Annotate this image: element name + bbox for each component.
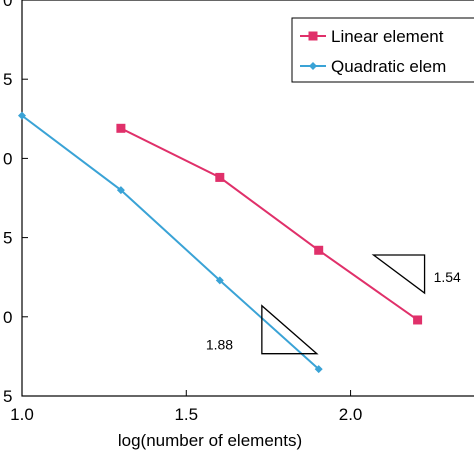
x-axis-label: log(number of elements) (118, 431, 302, 450)
linear-data-point (413, 315, 423, 325)
legend-label-quadratic: Quadratic elem (331, 57, 446, 76)
linear-data-point (116, 123, 126, 133)
quadratic-data-point (116, 186, 125, 195)
linear-series-line (120, 127, 419, 321)
legend-label-linear: Linear element (331, 27, 444, 46)
slope-triangle-quadratic (261, 304, 319, 355)
y-tick-label: 5 (3, 387, 12, 406)
plot-frame (21, 0, 474, 397)
linear-data-point (314, 245, 324, 255)
slope-label-linear: 1.54 (434, 269, 461, 285)
slope-triangle-linear (371, 254, 426, 295)
x-tick-label: 1.0 (10, 405, 34, 424)
y-ticks: 0 5 0 5 0 5 (3, 0, 28, 406)
y-tick-label: 5 (3, 70, 12, 89)
legend-marker-quadratic (309, 62, 317, 70)
x-tick-label: 2.0 (339, 405, 363, 424)
y-tick-label: 0 (3, 0, 12, 10)
y-tick-label: 0 (3, 149, 12, 168)
slope-label-quadratic: 1.88 (206, 337, 233, 353)
y-tick-label: 0 (3, 308, 12, 327)
series-layer (18, 111, 423, 374)
x-tick-label: 1.5 (174, 405, 198, 424)
linear-data-point (215, 172, 225, 182)
legend-box (291, 17, 474, 83)
quadratic-data-point (215, 276, 224, 285)
quadratic-data-point (314, 365, 323, 374)
y-tick-label: 5 (3, 229, 12, 248)
quadratic-series-line (21, 114, 320, 370)
legend: Linear element Quadratic elem (291, 17, 474, 83)
slope-triangles: 1.54 1.88 (206, 254, 461, 355)
legend-marker-linear (308, 31, 318, 41)
quadratic-data-point (18, 111, 26, 120)
x-ticks: 1.0 1.5 2.0 (10, 390, 362, 424)
